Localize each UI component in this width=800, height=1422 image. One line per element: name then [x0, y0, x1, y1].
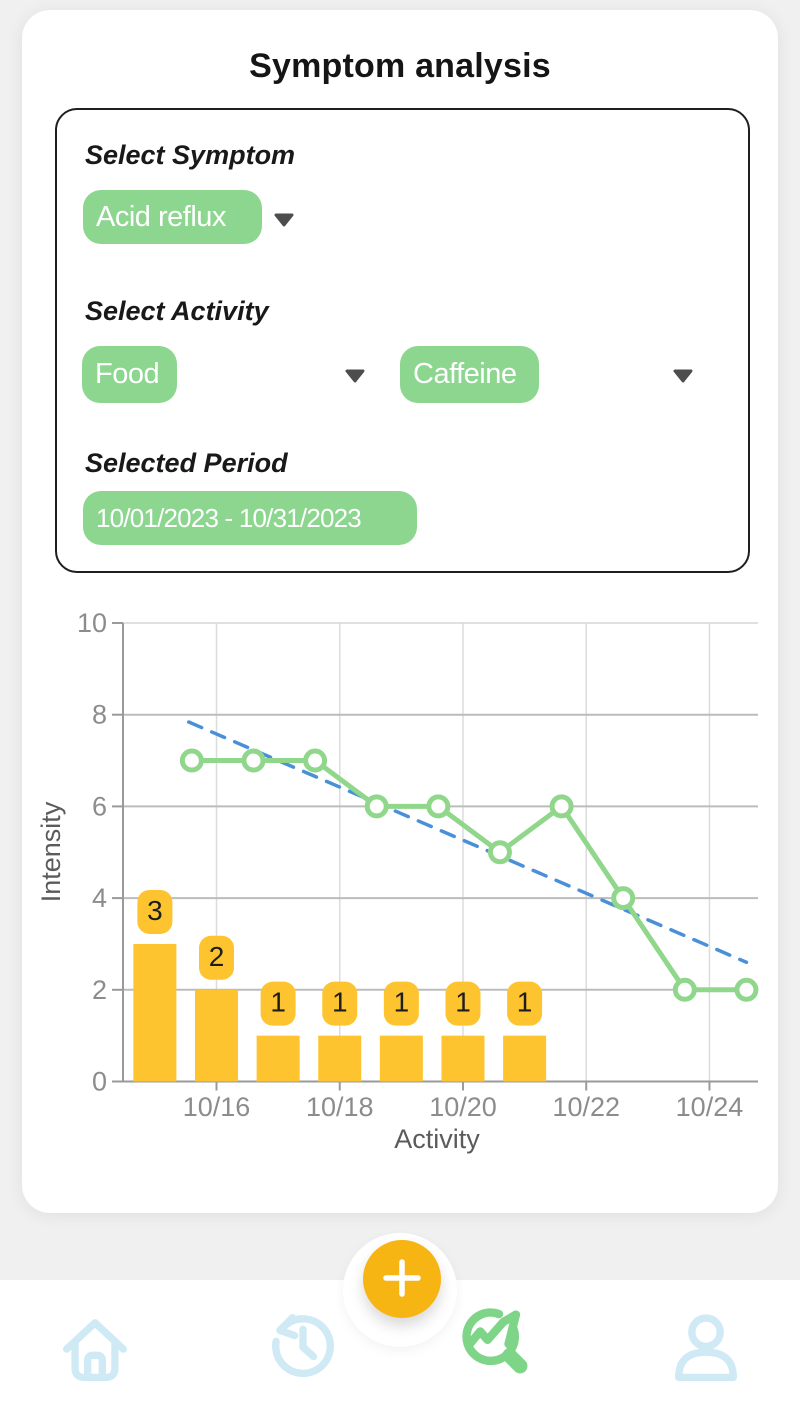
- bar-value-label: 3: [147, 895, 163, 926]
- chevron-down-icon[interactable]: [672, 368, 694, 384]
- intensity-point: [303, 748, 328, 773]
- x-tick-label: 10/22: [552, 1092, 620, 1122]
- chart-canvas: 0 2 4 6 8 10 10/16 10/18 10/20 10/22 10/24 Activity…: [36, 608, 759, 1154]
- activity-dropdown-1[interactable]: Food: [82, 346, 177, 403]
- filters-card: Select Symptom Acid reflux Select Activi…: [55, 108, 750, 573]
- activity-bar: [441, 1035, 485, 1082]
- home-icon: [53, 1318, 137, 1393]
- select-activity-label: Select Activity: [85, 296, 269, 326]
- plus-icon: [382, 1258, 422, 1301]
- bar-value-label: 1: [394, 987, 410, 1018]
- nav-profile[interactable]: [664, 1305, 748, 1393]
- add-button[interactable]: [363, 1240, 441, 1318]
- y-tick-label: 8: [92, 700, 107, 730]
- profile-icon: [664, 1313, 748, 1393]
- bar-value-badge: [137, 889, 173, 934]
- intensity-point: [611, 886, 636, 911]
- activity-bar: [133, 943, 177, 1082]
- x-tick-label: 10/16: [183, 1092, 251, 1122]
- y-tick-label: 4: [92, 883, 107, 913]
- y-tick-label: 6: [92, 791, 107, 821]
- page-title: Symptom analysis: [249, 47, 551, 85]
- y-tick-label: 2: [92, 975, 107, 1005]
- bar-value-badge: [322, 981, 358, 1026]
- selected-period-label: Selected Period: [85, 448, 288, 478]
- history-icon: [261, 1313, 345, 1390]
- bar-value-badge: [507, 981, 543, 1026]
- analysis-icon: [455, 1307, 539, 1388]
- symptom-activity-chart: 0 2 4 6 8 10 10/16 10/18 10/20 10/22 10/24 Activity…: [0, 580, 800, 1180]
- bar-value-label: 1: [455, 987, 471, 1018]
- chevron-down-icon[interactable]: [273, 212, 295, 228]
- intensity-point: [487, 840, 512, 865]
- intensity-line: [189, 758, 749, 993]
- bar-value-label: 1: [332, 987, 348, 1018]
- intensity-point: [672, 977, 697, 1002]
- intensity-point: [549, 794, 574, 819]
- bar-value-badge: [199, 935, 234, 980]
- intensity-point: [179, 748, 204, 773]
- activity-bar: [379, 1035, 423, 1082]
- period-picker[interactable]: 10/01/2023 - 10/31/2023: [83, 491, 417, 545]
- intensity-point: [734, 977, 759, 1002]
- nav-home[interactable]: [53, 1305, 137, 1393]
- intensity-point: [364, 794, 389, 819]
- x-tick-label: 10/20: [429, 1092, 497, 1122]
- activity-bar: [256, 1035, 300, 1082]
- x-axis-title: Activity: [394, 1124, 480, 1154]
- activity-dropdown-2[interactable]: Caffeine: [400, 346, 539, 403]
- y-tick-label: 10: [77, 608, 107, 638]
- x-tick-label: 10/18: [306, 1092, 374, 1122]
- nav-history[interactable]: [261, 1302, 345, 1390]
- intensity-point: [426, 794, 451, 819]
- activity-bar: [503, 1035, 547, 1082]
- intensity-point: [241, 748, 266, 773]
- bar-value-label: 1: [517, 987, 533, 1018]
- bar-value-badge: [260, 981, 296, 1026]
- symptom-dropdown[interactable]: Acid reflux: [83, 190, 262, 244]
- nav-analysis[interactable]: [455, 1300, 539, 1388]
- bar-value-badge: [383, 981, 419, 1026]
- activity-bar: [318, 1035, 362, 1082]
- bar-value-label: 1: [270, 987, 286, 1018]
- activity-bar: [195, 989, 238, 1082]
- y-tick-label: 0: [92, 1067, 107, 1097]
- chevron-down-icon[interactable]: [344, 368, 366, 384]
- y-axis-title: Intensity: [36, 801, 66, 902]
- x-tick-label: 10/24: [676, 1092, 744, 1122]
- bar-value-badge: [445, 981, 481, 1026]
- bar-value-label: 2: [209, 941, 225, 972]
- select-symptom-label: Select Symptom: [85, 140, 296, 170]
